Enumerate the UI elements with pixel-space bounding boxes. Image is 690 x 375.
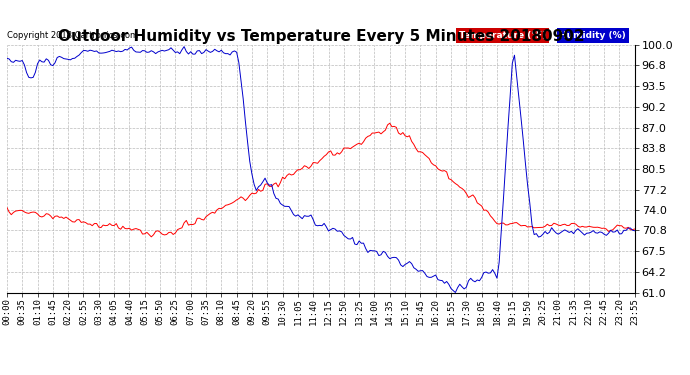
- Text: Humidity (%): Humidity (%): [560, 31, 627, 40]
- Text: Temperature (°F): Temperature (°F): [459, 31, 546, 40]
- Title: Outdoor Humidity vs Temperature Every 5 Minutes 20180902: Outdoor Humidity vs Temperature Every 5 …: [57, 29, 584, 44]
- Text: Copyright 2018 Cartronics.com: Copyright 2018 Cartronics.com: [7, 31, 138, 40]
